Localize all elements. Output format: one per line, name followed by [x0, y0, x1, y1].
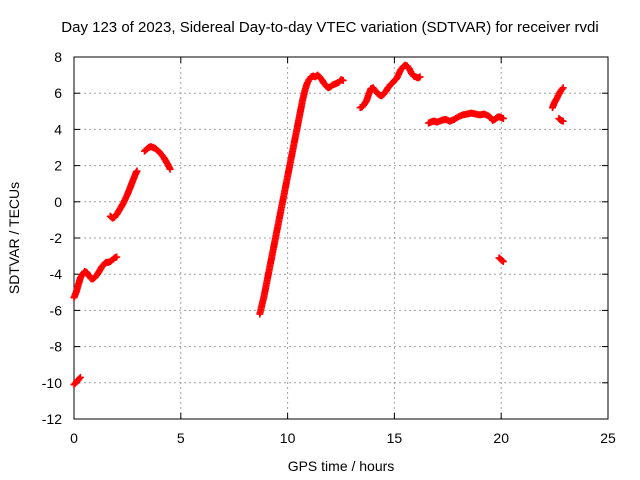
data-series: [70, 61, 567, 389]
data-point: [75, 375, 83, 383]
data-point: [559, 117, 567, 125]
y-tick-label: 2: [54, 158, 62, 174]
x-axis-label: GPS time / hours: [288, 458, 395, 474]
y-tick-label: -12: [42, 411, 62, 427]
x-tick-label: 5: [177, 430, 185, 446]
data-point: [499, 115, 507, 123]
y-tick-label: 8: [54, 49, 62, 65]
x-tick-label: 15: [387, 430, 403, 446]
x-tick-label: 10: [280, 430, 296, 446]
axis-ticks: 0 5 10 15 20 25 -12 -10 -8 -6 -4 -2 0 2 4 6 8: [42, 49, 616, 446]
y-tick-label: -4: [50, 266, 63, 282]
data-point: [133, 167, 141, 175]
chart-title: Day 123 of 2023, Sidereal Day-to-day VTE…: [61, 19, 598, 36]
y-tick-label: -10: [42, 375, 62, 391]
data-point: [416, 73, 424, 81]
grid-lines: [74, 57, 608, 419]
data-point: [166, 165, 174, 173]
x-tick-label: 0: [70, 430, 78, 446]
x-tick-label: 20: [493, 430, 509, 446]
y-tick-label: 0: [54, 194, 62, 210]
x-tick-label: 25: [600, 430, 616, 446]
y-tick-label: -6: [50, 302, 63, 318]
y-tick-label: 6: [54, 85, 62, 101]
y-tick-label: -8: [50, 339, 63, 355]
data-point: [499, 258, 507, 266]
data-point: [558, 85, 566, 93]
y-tick-label: 4: [54, 121, 62, 137]
y-axis-label: SDTVAR / TECUs: [6, 182, 22, 294]
data-point: [498, 257, 506, 265]
data-point: [113, 253, 121, 261]
data-point: [339, 77, 347, 85]
y-tick-label: -2: [50, 230, 63, 246]
data-point: [76, 373, 84, 381]
data-point: [559, 84, 567, 92]
